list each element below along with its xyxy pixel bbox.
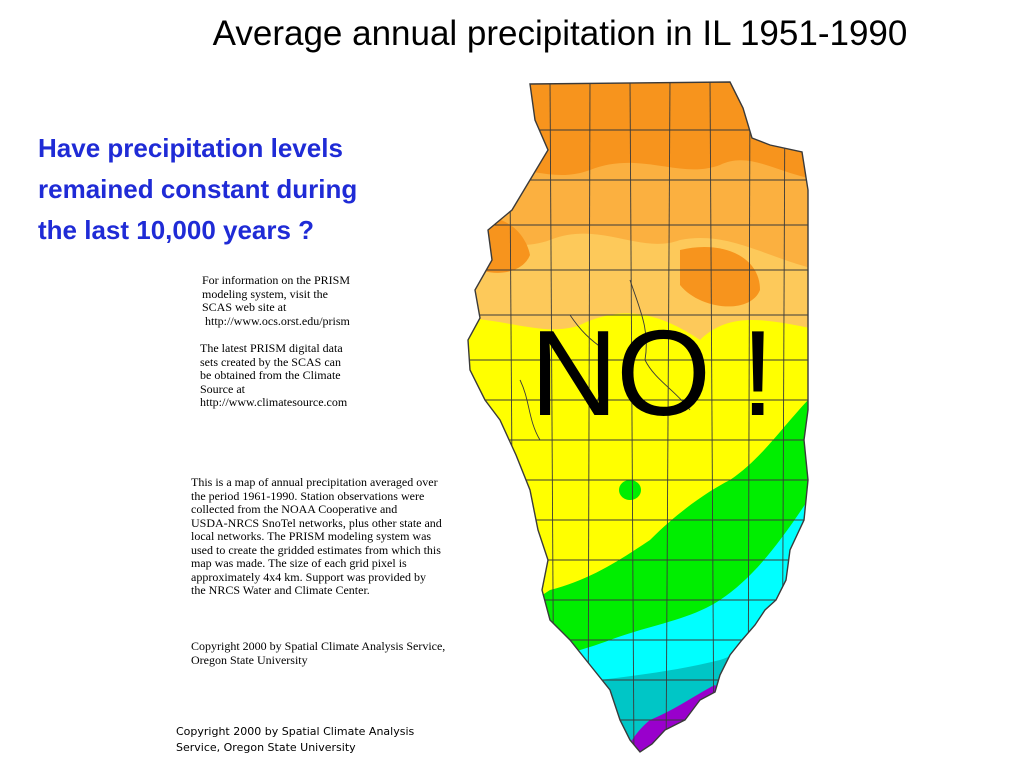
map-copyright: Copyright 2000 by Spatial Climate Analys… (191, 639, 446, 667)
description-line: USDA-NRCS SnoTel networks, plus other st… (191, 515, 442, 530)
note-line: sets created by the SCAS can (200, 354, 341, 369)
prism-info-note: For information on the PRISM modeling sy… (202, 273, 351, 328)
description-line: the NRCS Water and Climate Center. (191, 583, 370, 597)
illinois-precipitation-map (467, 81, 809, 753)
description-line: collected from the NOAA Cooperative and (191, 502, 398, 516)
footer-line: Copyright 2000 by Spatial Climate Analys… (176, 725, 415, 738)
note-line: SCAS web site at (202, 300, 287, 314)
note-line: Source at (200, 381, 245, 396)
copyright-line: Oregon State University (191, 652, 308, 667)
zone-dark-orange-ne (680, 246, 760, 307)
description-line: local networks. The PRISM modeling syste… (191, 529, 432, 543)
question-text: Have precipitation levels remained const… (38, 128, 478, 251)
note-line: http://www.climatesource.com (200, 395, 348, 409)
slide-title: Average annual precipitation in IL 1951-… (212, 14, 908, 53)
note-line: be obtained from the Climate (200, 368, 341, 382)
latest-data-note: The latest PRISM digital data sets creat… (200, 341, 348, 410)
map-description: This is a map of annual precipitation av… (191, 475, 442, 598)
description-line: used to create the gridded estimates fro… (191, 542, 441, 557)
footer-line: Service, Oregon State University (176, 741, 356, 754)
note-line: The latest PRISM digital data (200, 341, 343, 355)
question-line: remained constant during (38, 174, 358, 204)
note-line: http://www.ocs.orst.edu/prism (202, 313, 350, 328)
description-line: the period 1961-1990. Station observatio… (191, 488, 425, 503)
question-line: Have precipitation levels (38, 133, 343, 163)
question-line: the last 10,000 years ? (38, 215, 315, 245)
description-line: map was made. The size of each grid pixe… (191, 556, 407, 570)
description-line: approximately 4x4 km. Support was provid… (191, 569, 426, 584)
note-line: modeling system, visit the (202, 286, 328, 301)
answer-text: NO ! (530, 305, 775, 441)
description-line: This is a map of annual precipitation av… (191, 475, 438, 489)
footer-copyright: Copyright 2000 by Spatial Climate Analys… (176, 724, 414, 756)
copyright-line: Copyright 2000 by Spatial Climate Analys… (191, 639, 446, 653)
note-line: For information on the PRISM (202, 273, 351, 287)
zone-green-spot (619, 480, 641, 500)
